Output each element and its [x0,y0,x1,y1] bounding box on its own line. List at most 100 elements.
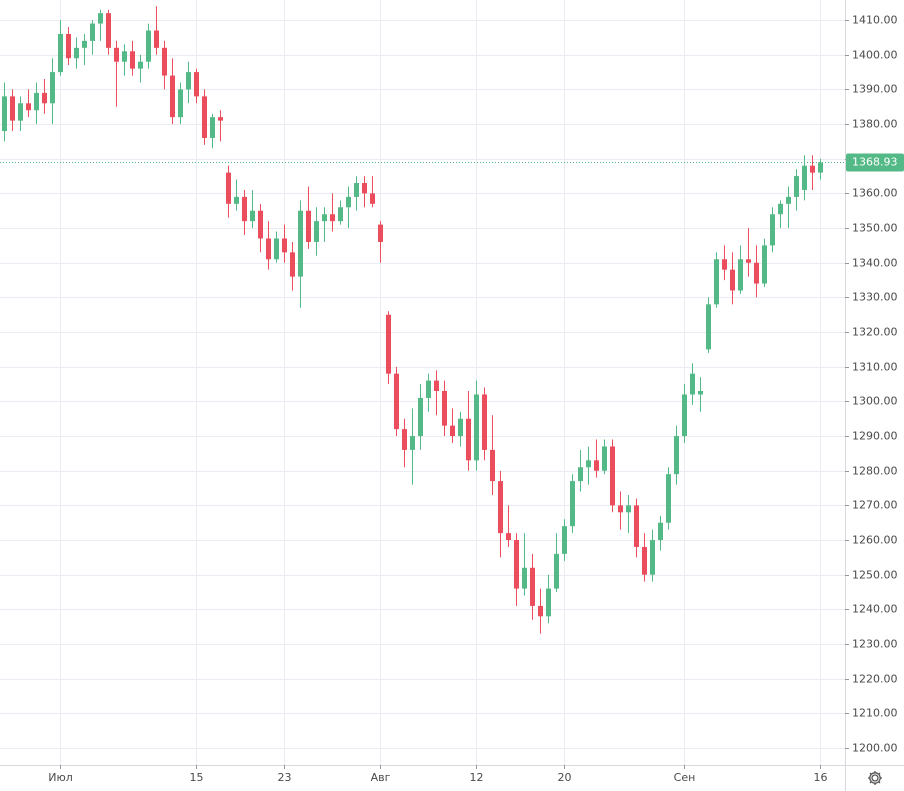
candle-body [90,23,95,41]
candle-body [770,214,775,246]
candle-body [554,553,559,589]
candle-body [98,13,103,24]
candle-body [386,314,391,374]
candle-body [122,51,127,62]
candle-body [594,460,599,471]
candle-body [258,210,263,239]
candle-body [394,373,399,430]
candle-body [234,196,239,204]
candle-body [306,210,311,242]
candle-body [506,533,511,541]
candle-body [634,505,639,547]
x-tick-label: Сен [674,771,696,784]
y-tick-label: 1250.00 [852,569,898,582]
candle-body [26,103,31,111]
candle-body [762,245,767,284]
y-tick-label: 1380.00 [852,118,898,131]
candle-body [810,165,815,173]
candle-body [106,13,111,48]
y-tick-label: 1270.00 [852,499,898,512]
y-tick-label: 1300.00 [852,395,898,408]
candle-body [290,252,295,277]
candle-body [146,30,151,62]
candle-body [330,214,335,222]
candle-body [362,183,367,194]
candle-body [466,418,471,461]
settings-icon[interactable] [868,771,882,785]
y-tick-label: 1290.00 [852,430,898,443]
candle-body [570,481,575,527]
candle-body [642,546,647,575]
candle-body [490,449,495,482]
candle-body [730,269,735,291]
candle-body [530,567,535,606]
candle-body [450,425,455,437]
candle-body [706,304,711,350]
candle-body [658,522,663,541]
candle-body [442,390,447,426]
candle-body [482,394,487,450]
candle-body [402,429,407,450]
candle-body [754,262,759,284]
candle-body [426,380,431,398]
y-tick-label: 1340.00 [852,257,898,270]
y-tick-label: 1390.00 [852,83,898,96]
candle-body [298,210,303,277]
candle-body [682,394,687,437]
candle-body [42,92,47,104]
candle-body [74,47,79,59]
candle-body [354,183,359,197]
candle-body [626,505,631,513]
candle-body [538,605,543,617]
candle-body [242,196,247,222]
candles [2,6,823,634]
candle-body [786,196,791,204]
x-tick-label: Авг [371,771,391,784]
candle-body [154,30,159,48]
y-tick-label: 1350.00 [852,222,898,235]
candle-body [418,397,423,437]
candle-body [34,92,39,111]
candle-body [458,418,463,437]
candle-body [370,193,375,204]
candle-body [802,165,807,190]
x-tick-label: 16 [814,771,828,784]
x-tick-label: 15 [190,771,204,784]
y-tick-label: 1360.00 [852,187,898,200]
last-price-label: 1368.93 [852,156,898,169]
candle-body [210,117,215,138]
candle-body [202,96,207,138]
candle-body [586,460,591,468]
candle-body [578,467,583,482]
y-tick-label: 1220.00 [852,673,898,686]
candle-body [722,259,727,270]
candle-body [338,207,343,222]
y-tick-label: 1230.00 [852,638,898,651]
candle-body [818,162,823,173]
candle-body [58,33,63,73]
candle-body [266,238,271,260]
grid [0,0,845,765]
candle-body [794,176,799,197]
candle-body [738,259,743,291]
candle-body [82,40,87,48]
candle-body [194,72,199,97]
candle-body [714,259,719,305]
candle-body [514,540,519,589]
candle-body [690,373,695,395]
candle-body [170,75,175,118]
candle-body [698,390,703,395]
candle-body [282,238,287,253]
candle-body [186,72,191,90]
candle-body [218,117,223,121]
candle-body [434,380,439,391]
y-tick-label: 1410.00 [852,14,898,27]
candle-body [130,51,135,69]
y-tick-label: 1330.00 [852,291,898,304]
y-tick-label: 1400.00 [852,49,898,62]
last-price-badge [846,153,904,172]
candle-body [618,505,623,513]
